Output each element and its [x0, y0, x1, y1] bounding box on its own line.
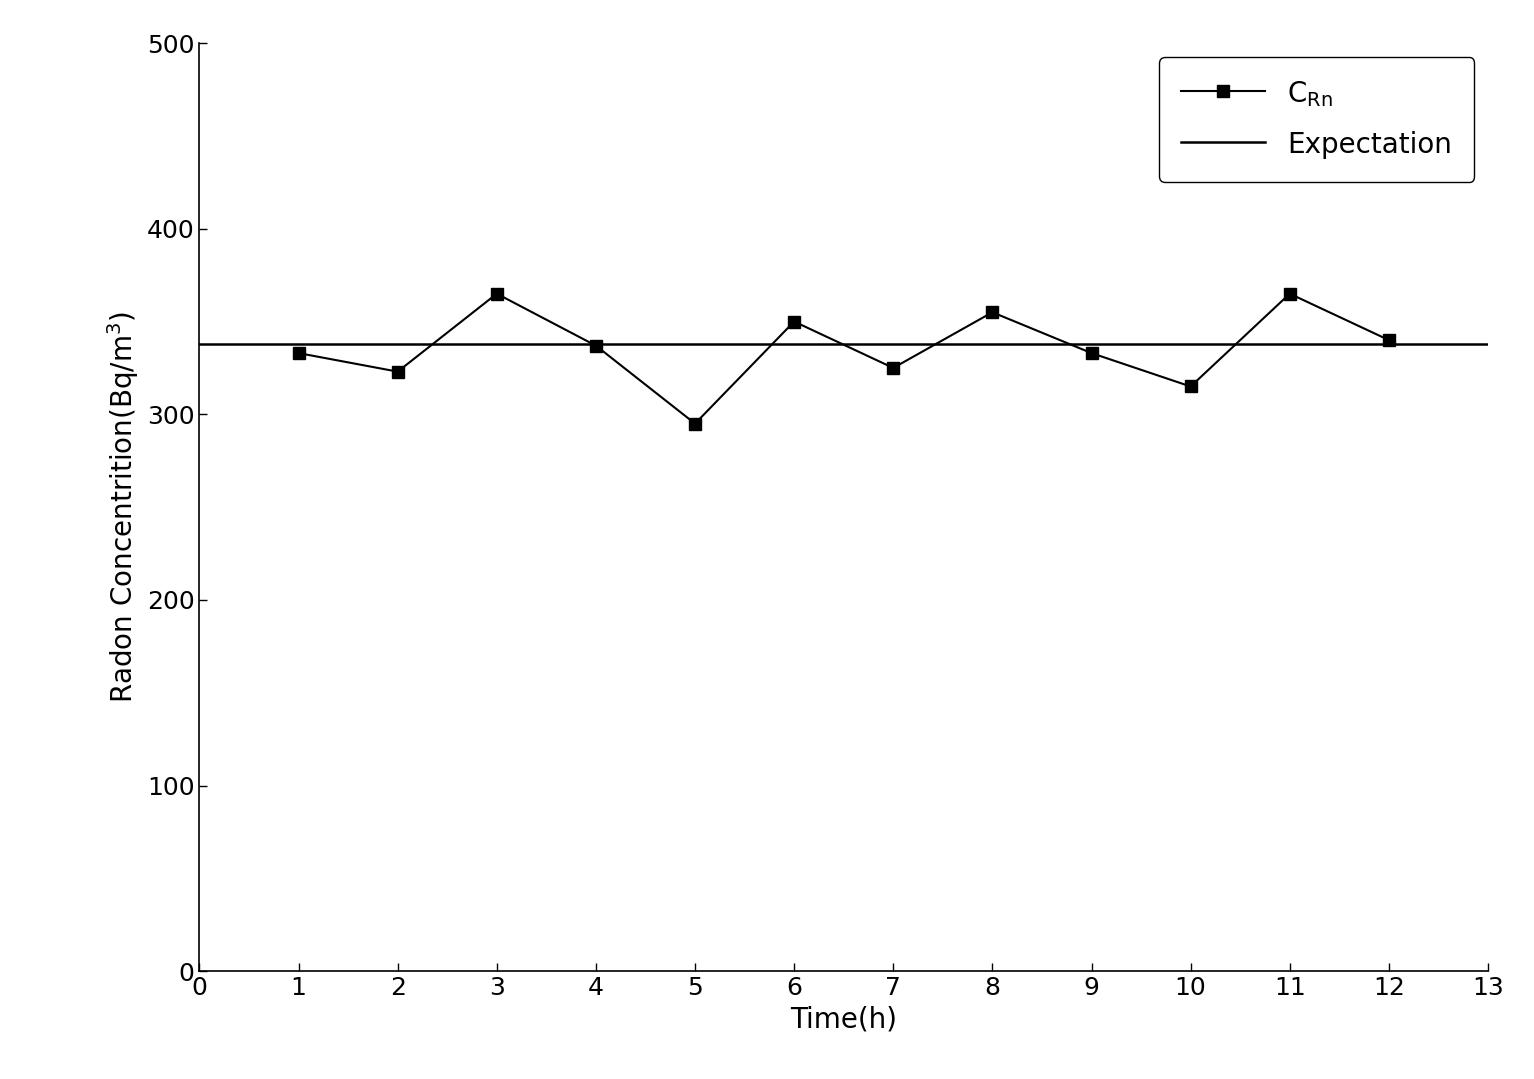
X-axis label: Time(h): Time(h) — [790, 1006, 897, 1034]
Legend: $\mathrm{C_{Rn}}$, Expectation: $\mathrm{C_{Rn}}$, Expectation — [1160, 57, 1474, 181]
Y-axis label: Radon Concentrition(Bq/m$^3$): Radon Concentrition(Bq/m$^3$) — [106, 311, 141, 704]
